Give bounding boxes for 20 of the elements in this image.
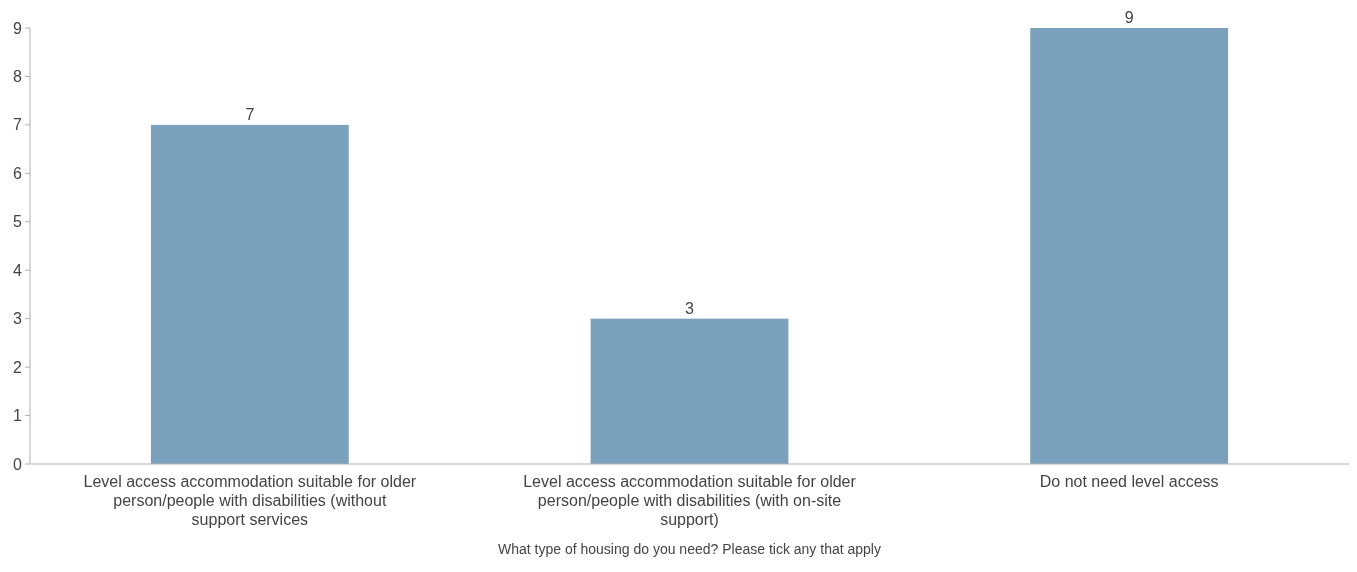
y-tick-label: 1: [13, 407, 23, 425]
x-tick-label: Do not need level access: [1039, 473, 1219, 490]
bar: [1030, 28, 1229, 464]
y-tick-label: 4: [13, 261, 23, 279]
x-tick-label: Level access accommodation suitable for older person/people with disabilities (with on-site support): [523, 473, 857, 528]
data-label: 9: [1124, 9, 1134, 26]
data-label: 7: [245, 105, 255, 123]
data-label: 3: [685, 299, 695, 317]
bar: [590, 318, 789, 464]
y-tick-label: 2: [13, 358, 23, 376]
y-tick-label: 9: [13, 19, 23, 37]
y-tick-label: 0: [13, 455, 23, 473]
x-tick-label: Level access accommodation suitable for older person/people with disabilities (without support services: [83, 473, 417, 528]
y-tick-label: 3: [13, 310, 23, 328]
x-axis-title: What type of housing do you need? Please tick any that apply: [498, 541, 881, 557]
y-tick-label: 5: [13, 213, 23, 231]
y-tick-label: 6: [13, 164, 23, 182]
y-tick-label: 7: [13, 116, 23, 134]
bar: [150, 124, 349, 464]
y-tick-label: 8: [13, 68, 23, 86]
